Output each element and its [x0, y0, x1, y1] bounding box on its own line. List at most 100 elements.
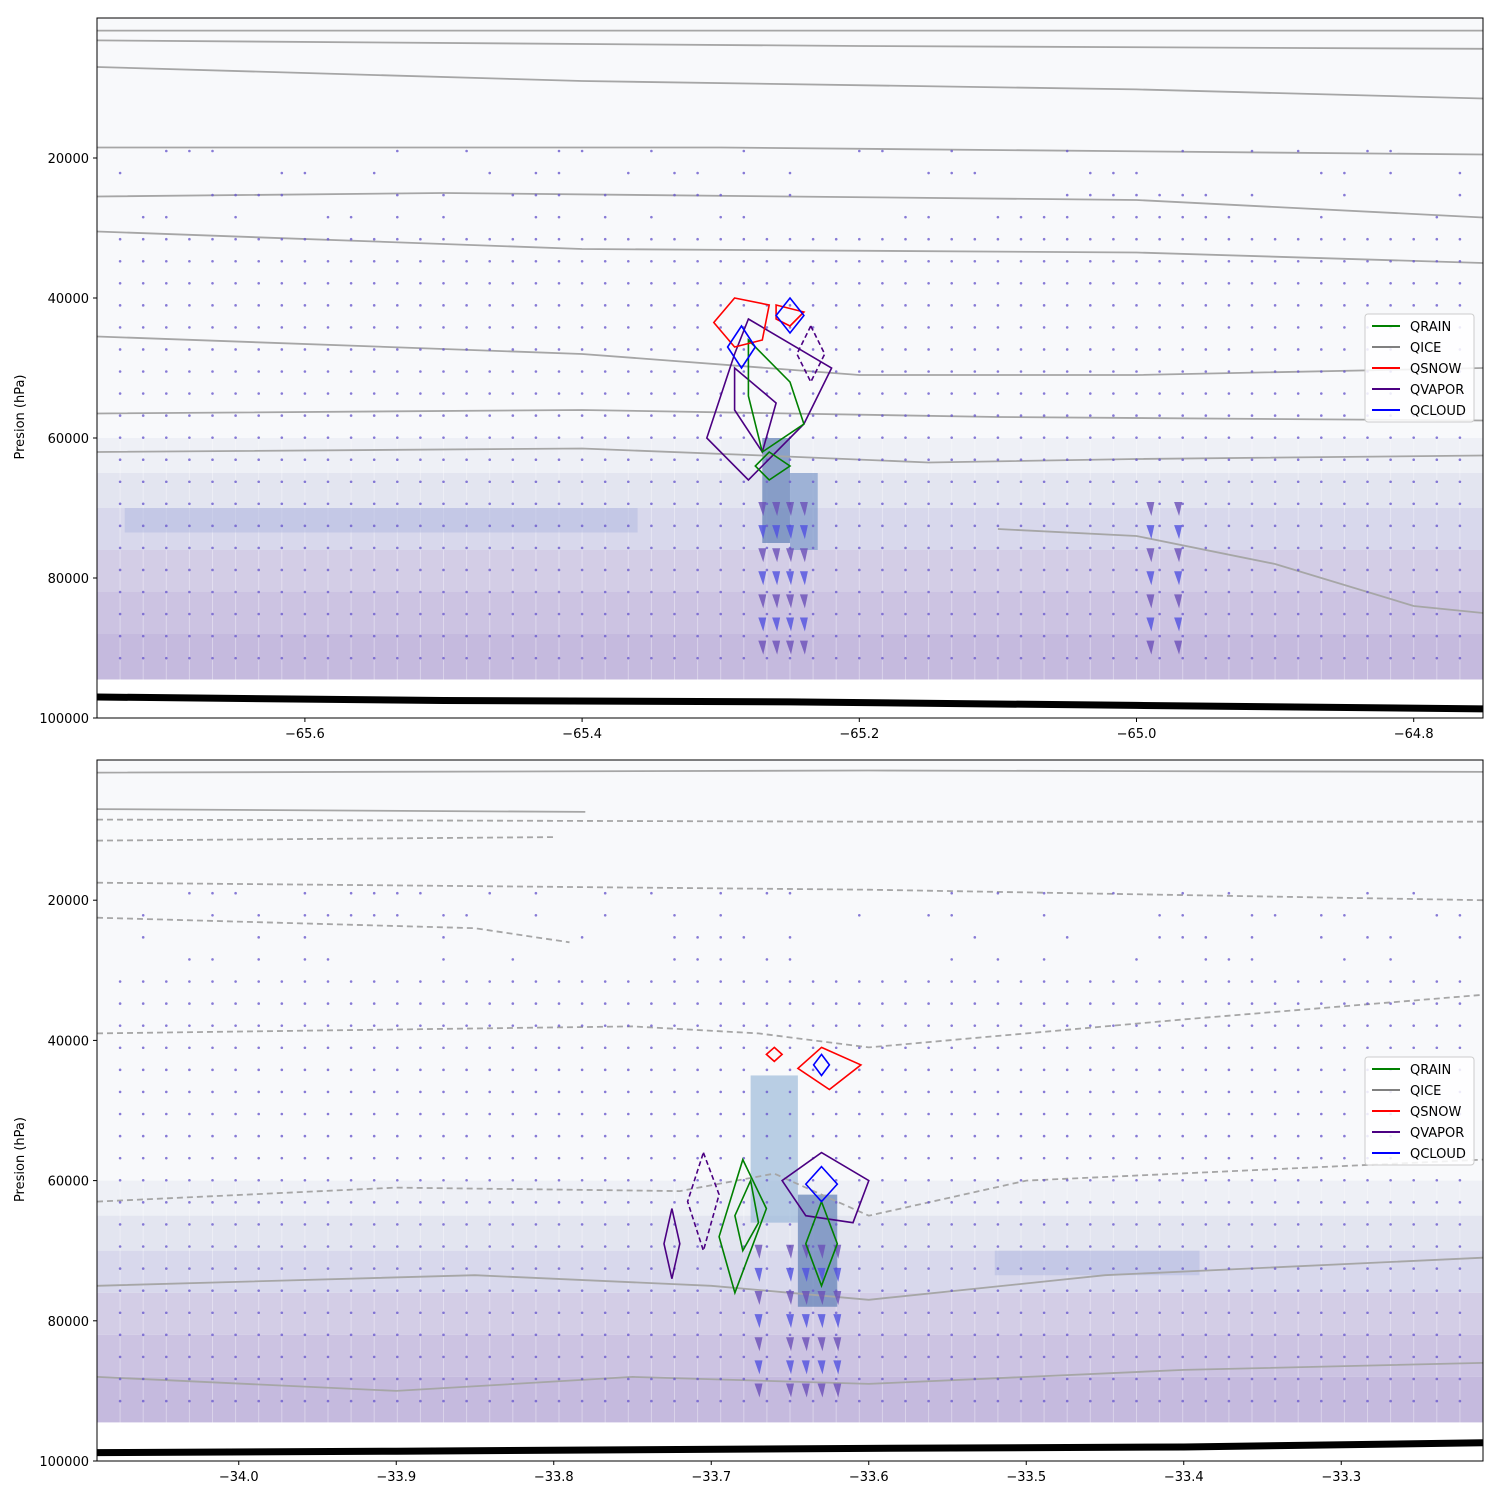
wind-dot — [1389, 149, 1392, 153]
wind-dot — [511, 1377, 515, 1381]
wind-dot — [742, 1024, 746, 1027]
wind-dot — [650, 370, 653, 373]
wind-dot — [534, 1178, 538, 1182]
wind-dot — [1112, 304, 1115, 307]
wind-dot — [165, 1267, 168, 1270]
x-tick-label: −64.8 — [1394, 727, 1434, 742]
wind-dot — [1296, 414, 1300, 417]
wind-dot — [973, 1024, 977, 1027]
wind-dot — [950, 568, 953, 572]
wind-dot — [1296, 1178, 1300, 1182]
wind-dot — [858, 1156, 861, 1160]
legend-label: QRAIN — [1410, 320, 1451, 335]
wind-dot — [326, 259, 330, 263]
wind-dot — [996, 1178, 1000, 1182]
wind-dot — [927, 1112, 930, 1116]
wind-dot — [1135, 1311, 1138, 1315]
wind-dot — [742, 612, 746, 616]
wind-dot — [280, 1002, 284, 1005]
wind-dot — [742, 392, 746, 395]
wind-dot — [1389, 590, 1392, 594]
wind-dot — [1273, 590, 1277, 594]
wind-dot — [511, 1245, 515, 1248]
wind-dot — [927, 590, 930, 594]
wind-dot — [442, 237, 445, 241]
wind-dot — [326, 1178, 330, 1182]
wind-dot — [881, 1201, 884, 1204]
wind-dot — [673, 370, 676, 373]
wind-dot — [904, 524, 907, 528]
wind-dot — [811, 259, 815, 263]
wind-dot — [1158, 980, 1161, 983]
wind-dot — [188, 237, 191, 241]
wind-dot — [396, 1289, 399, 1292]
wind-dot — [465, 259, 468, 263]
wind-dot — [211, 348, 214, 351]
wind-dot — [141, 524, 145, 528]
wind-dot — [904, 215, 907, 219]
wind-dot — [904, 1002, 907, 1005]
wind-dot — [1389, 1289, 1392, 1292]
wind-dot — [673, 171, 676, 175]
wind-dot — [858, 590, 861, 594]
wind-dot — [1320, 1090, 1323, 1094]
wind-dot — [950, 392, 953, 395]
wind-dot — [1320, 936, 1323, 939]
wind-dot — [765, 1024, 769, 1027]
wind-dot — [765, 1245, 769, 1248]
wind-dot — [372, 458, 376, 462]
wind-dot — [1296, 1333, 1300, 1337]
wind-dot — [1343, 1024, 1346, 1027]
contour-qvapor — [686, 1150, 720, 1254]
wind-dot — [280, 590, 284, 594]
wind-dot — [927, 1333, 930, 1337]
wind-dot — [1019, 1399, 1023, 1403]
wind-dot — [349, 634, 353, 638]
wind-dot — [465, 237, 468, 241]
wind-dot — [1112, 980, 1115, 983]
wind-dot — [1065, 1002, 1069, 1005]
wind-dot — [141, 1399, 145, 1403]
wind-dot — [719, 370, 722, 373]
wind-dot — [788, 1046, 792, 1050]
wind-dot — [673, 568, 676, 572]
wind-dot — [326, 282, 330, 285]
wind-dot — [1343, 237, 1346, 241]
wind-dot — [1366, 149, 1369, 153]
wind-dot — [1458, 480, 1462, 484]
wind-dot — [1435, 259, 1439, 263]
wind-dot — [927, 1090, 930, 1094]
wind-dot — [696, 414, 699, 417]
wind-dot — [141, 502, 145, 506]
wind-dot — [1227, 1201, 1231, 1204]
wind-dot — [927, 1223, 930, 1226]
downdraft-arrow — [799, 617, 808, 632]
wind-dot — [1135, 282, 1138, 285]
wind-dot — [511, 1399, 515, 1403]
wind-dot — [1227, 1112, 1231, 1116]
wind-dot — [234, 891, 237, 895]
wind-dot — [696, 590, 699, 594]
wind-dot — [650, 392, 653, 395]
wind-dot — [673, 237, 676, 241]
wind-dot — [257, 524, 261, 528]
wind-dot — [349, 502, 353, 506]
wind-dot — [1250, 634, 1254, 638]
wind-dot — [1458, 1399, 1462, 1403]
wind-dot — [442, 480, 445, 484]
wind-dot — [881, 1289, 884, 1292]
wind-dot — [396, 436, 399, 439]
wind-dot — [118, 524, 122, 528]
wind-dot — [303, 1112, 307, 1116]
wind-dot — [534, 1311, 538, 1315]
wind-dot — [372, 1024, 376, 1027]
wind-dot — [580, 502, 584, 506]
wind-dot — [1320, 1267, 1323, 1270]
wind-dot — [1181, 656, 1184, 660]
wind-dot — [1019, 1355, 1023, 1359]
wind-dot — [303, 502, 307, 506]
wind-dot — [1389, 1201, 1392, 1204]
wind-dot — [1343, 370, 1346, 373]
wind-dot — [811, 1024, 815, 1027]
